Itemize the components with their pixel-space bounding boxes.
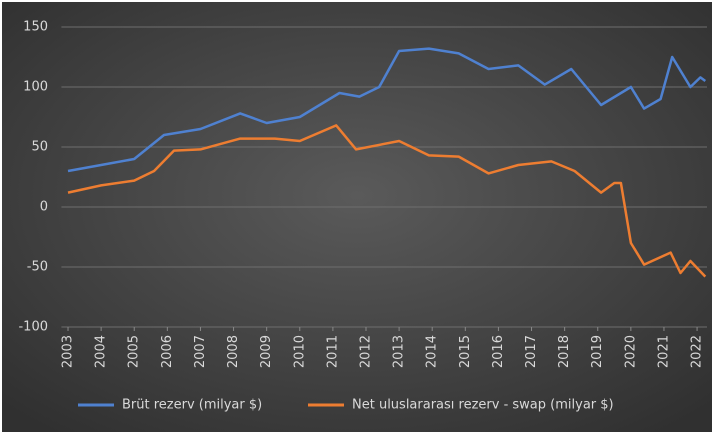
x-tick-label: 2015 xyxy=(458,335,473,368)
x-tick-label: 2008 xyxy=(226,335,241,368)
x-tick-label: 2006 xyxy=(160,335,175,368)
x-tick-label: 2022 xyxy=(690,335,705,368)
y-tick-label: -50 xyxy=(27,260,48,275)
x-tick-label: 2003 xyxy=(61,335,76,368)
x-tick-label: 2004 xyxy=(94,335,109,368)
y-tick-label: 0 xyxy=(40,200,48,215)
x-tick-label: 2005 xyxy=(127,335,142,368)
y-tick-label: -100 xyxy=(18,320,48,335)
y-tick-label: 100 xyxy=(23,80,48,95)
x-tick-label: 2010 xyxy=(292,335,307,368)
x-tick-label: 2020 xyxy=(623,335,638,368)
x-tick-label: 2013 xyxy=(392,335,407,368)
x-tick-label: 2017 xyxy=(524,335,539,368)
x-tick-label: 2019 xyxy=(590,335,605,368)
x-tick-label: 2016 xyxy=(491,335,506,368)
x-tick-label: 2012 xyxy=(358,335,373,368)
x-tick-label: 2014 xyxy=(425,335,440,368)
x-tick-label: 2011 xyxy=(325,335,340,368)
y-tick-label: 50 xyxy=(31,140,48,155)
x-tick-label: 2009 xyxy=(259,335,274,368)
x-tick-label: 2021 xyxy=(656,335,671,368)
series-line xyxy=(67,47,707,173)
x-tick-label: 2018 xyxy=(557,335,572,368)
legend-label: Net uluslararası rezerv - swap (milyar $… xyxy=(352,398,614,413)
y-tick-label: 150 xyxy=(23,20,48,35)
background xyxy=(2,2,712,432)
x-tick-label: 2007 xyxy=(193,335,208,368)
series-line xyxy=(67,124,707,278)
legend-label: Brüt rezerv (milyar $) xyxy=(122,398,262,413)
